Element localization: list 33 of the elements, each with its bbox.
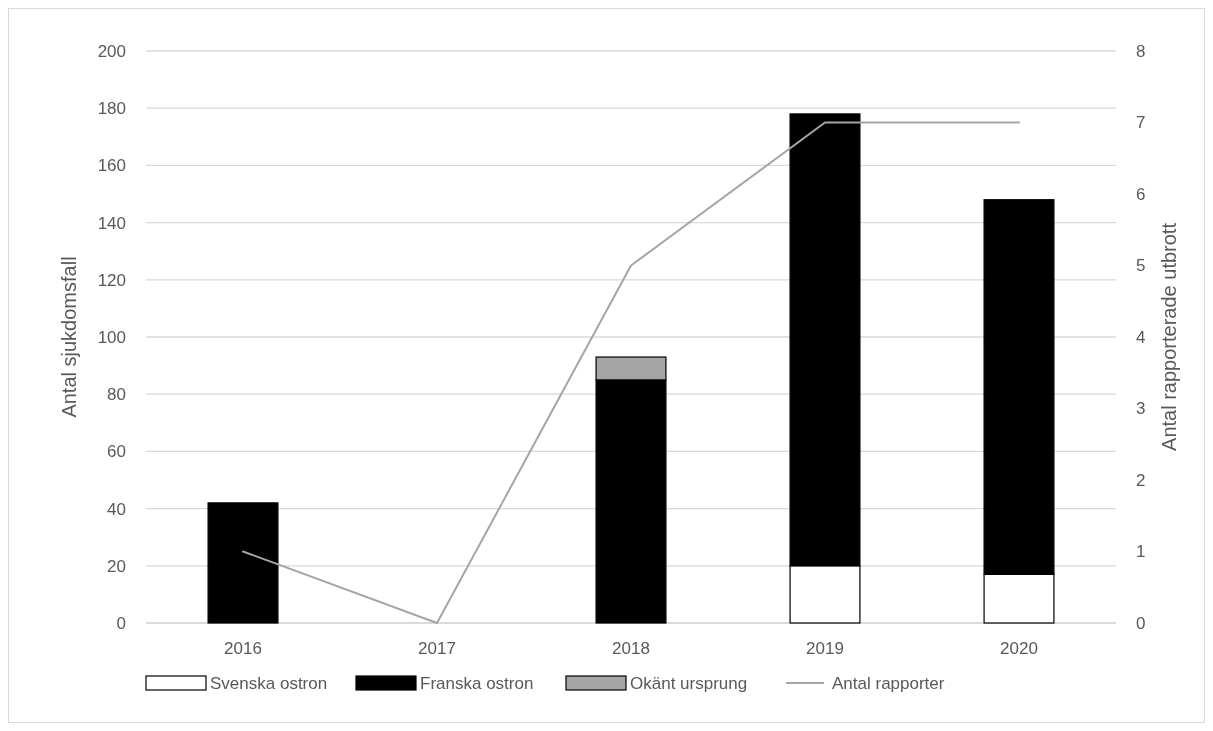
y2-tick-label: 8 [1136, 41, 1146, 61]
y2-tick-label: 2 [1136, 470, 1146, 490]
y-tick-label: 0 [116, 613, 126, 633]
y2-tick-label: 3 [1136, 399, 1146, 419]
y-axis-title: Antal sjukdomsfall [58, 256, 80, 418]
y2-tick-label: 6 [1136, 184, 1146, 204]
y2-tick-label: 1 [1136, 542, 1146, 562]
legend-label: Okänt ursprung [630, 673, 748, 693]
y-tick-label: 160 [97, 156, 126, 176]
legend-label: Franska ostron [420, 673, 534, 693]
y-tick-label: 140 [97, 213, 126, 233]
y-tick-label: 40 [107, 499, 126, 519]
x-tick-label: 2018 [612, 639, 650, 658]
y2-tick-label: 5 [1136, 256, 1146, 276]
legend-label: Svenska ostron [210, 673, 328, 693]
x-tick-label: 2016 [224, 639, 262, 658]
y-tick-label: 200 [97, 41, 126, 61]
y-tick-label: 60 [107, 442, 126, 462]
y-tick-label: 180 [97, 99, 126, 119]
line-series [242, 121, 1020, 624]
y2-tick-label: 4 [1136, 327, 1146, 347]
y-tick-label: 100 [97, 327, 126, 347]
x-tick-label: 2020 [1000, 639, 1038, 658]
y-tick-label: 20 [107, 556, 126, 576]
y2-tick-label: 7 [1136, 113, 1146, 133]
legend-label: Antal rapporter [832, 673, 945, 693]
x-tick-label: 2019 [806, 639, 844, 658]
y2-tick-label: 0 [1136, 613, 1146, 633]
bar [207, 502, 279, 624]
x-tick-label: 2017 [418, 639, 456, 658]
y2-axis-title: Antal rapporterade utbrott [1158, 222, 1180, 451]
y-tick-label: 120 [97, 270, 126, 290]
y-tick-label: 80 [107, 385, 126, 405]
